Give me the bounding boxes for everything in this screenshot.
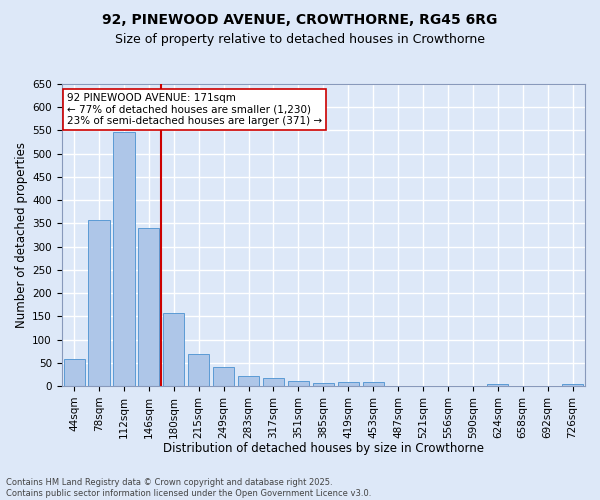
Bar bbox=[64, 359, 85, 386]
Text: 92 PINEWOOD AVENUE: 171sqm
← 77% of detached houses are smaller (1,230)
23% of s: 92 PINEWOOD AVENUE: 171sqm ← 77% of deta… bbox=[67, 93, 322, 126]
Bar bbox=[313, 383, 334, 386]
Bar bbox=[238, 376, 259, 386]
Bar bbox=[338, 382, 359, 386]
Text: Contains HM Land Registry data © Crown copyright and database right 2025.
Contai: Contains HM Land Registry data © Crown c… bbox=[6, 478, 371, 498]
Bar bbox=[138, 228, 160, 386]
Y-axis label: Number of detached properties: Number of detached properties bbox=[15, 142, 28, 328]
Bar bbox=[188, 354, 209, 386]
Bar bbox=[88, 220, 110, 386]
Text: Size of property relative to detached houses in Crowthorne: Size of property relative to detached ho… bbox=[115, 32, 485, 46]
Bar bbox=[362, 382, 384, 386]
X-axis label: Distribution of detached houses by size in Crowthorne: Distribution of detached houses by size … bbox=[163, 442, 484, 455]
Bar bbox=[288, 382, 309, 386]
Bar bbox=[213, 367, 234, 386]
Bar bbox=[487, 384, 508, 386]
Bar bbox=[163, 313, 184, 386]
Bar bbox=[113, 132, 134, 386]
Text: 92, PINEWOOD AVENUE, CROWTHORNE, RG45 6RG: 92, PINEWOOD AVENUE, CROWTHORNE, RG45 6R… bbox=[103, 12, 497, 26]
Bar bbox=[562, 384, 583, 386]
Bar bbox=[263, 378, 284, 386]
